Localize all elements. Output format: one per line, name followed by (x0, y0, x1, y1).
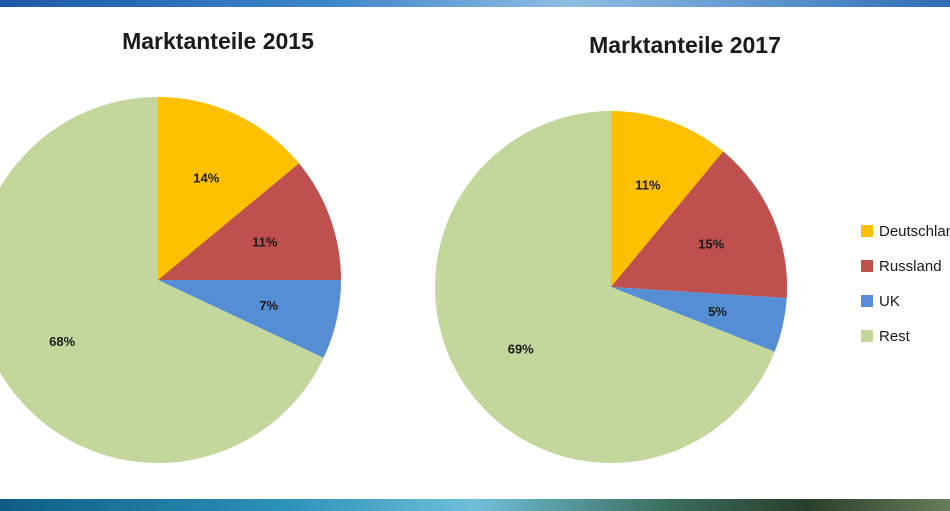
legend-label: Rest (879, 327, 910, 345)
pie-slice-russland (611, 151, 787, 299)
pie-slice-uk (611, 287, 787, 352)
legend-item-rest: Rest (861, 327, 950, 345)
pie-slice-deutschland (158, 97, 300, 280)
data-label: 11% (635, 177, 661, 192)
legend-swatch (861, 295, 873, 307)
data-label: 68% (49, 334, 75, 349)
chart-title-2017: Marktanteile 2017 (589, 32, 781, 58)
data-label: 11% (252, 235, 278, 250)
legend-item-russland: Russland (861, 257, 950, 275)
pie-slice-uk (158, 280, 341, 358)
legend-label: Deutschland (879, 222, 950, 240)
chart-title-2015: Marktanteile 2015 (122, 28, 314, 54)
data-label: 15% (698, 237, 724, 252)
data-label: 5% (708, 304, 727, 319)
pie-slice-rest (435, 111, 775, 463)
data-label: 7% (259, 298, 278, 313)
pie-slice-deutschland (611, 111, 724, 287)
legend-item-deutschland: Deutschland (861, 222, 950, 240)
legend-item-uk: UK (861, 292, 950, 310)
legend-swatch (861, 225, 873, 237)
legend: Deutschland Russland UK Rest (861, 222, 950, 362)
legend-swatch (861, 330, 873, 342)
pie-slice-rest (0, 97, 324, 463)
legend-label: UK (879, 292, 900, 310)
bottom-decor-band (0, 499, 950, 511)
top-decor-band (0, 0, 950, 7)
data-label: 14% (193, 170, 219, 185)
pie-slice-russland (158, 163, 341, 280)
legend-swatch (861, 260, 873, 272)
data-label: 69% (508, 341, 534, 356)
legend-label: Russland (879, 257, 942, 275)
